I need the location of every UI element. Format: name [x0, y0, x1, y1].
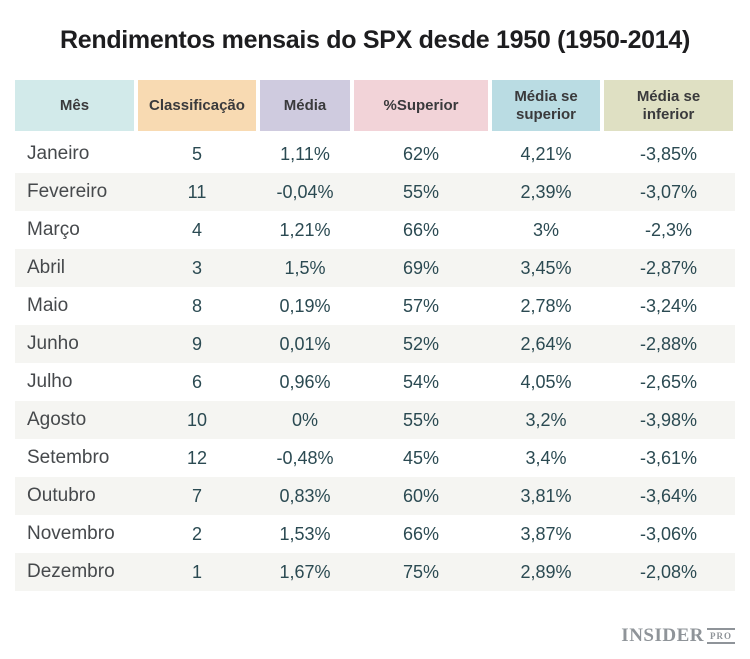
media-se-inferior-cell: -3,06% — [639, 523, 698, 544]
header-cell-media-se-inferior: Média se inferior — [604, 80, 733, 131]
media-cell: 1,53% — [279, 523, 331, 544]
media-se-inferior-cell: -3,64% — [639, 485, 698, 506]
table-row-julho: Julho 6 0,96% 54% 4,05% -2,65% — [15, 363, 735, 401]
media-se-superior-cell: 3% — [532, 219, 559, 240]
data-table: Mês Classificação Média %Superior Média … — [15, 80, 735, 591]
month-cell: Julho — [27, 371, 73, 392]
media-se-inferior-cell: -2,08% — [639, 561, 698, 582]
month-cell: Dezembro — [27, 561, 115, 582]
media-se-superior-cell: 2,39% — [520, 181, 572, 202]
header-cell-media: Média — [260, 80, 350, 131]
rank-cell: 5 — [191, 143, 202, 164]
pct-superior-cell: 66% — [402, 219, 440, 240]
rank-cell: 7 — [191, 485, 202, 506]
media-se-inferior-cell: -3,98% — [639, 409, 698, 430]
month-cell: Janeiro — [27, 143, 90, 164]
table-row-outubro: Outubro 7 0,83% 60% 3,81% -3,64% — [15, 477, 735, 515]
pct-superior-cell: 55% — [402, 181, 440, 202]
media-se-superior-cell: 3,4% — [525, 447, 567, 468]
pct-superior-cell: 60% — [402, 485, 440, 506]
table-header-row: Mês Classificação Média %Superior Média … — [15, 80, 735, 131]
month-cell: Junho — [27, 333, 79, 354]
table-row-junho: Junho 9 0,01% 52% 2,64% -2,88% — [15, 325, 735, 363]
header-cell-pct-superior: %Superior — [354, 80, 488, 131]
pct-superior-cell: 75% — [402, 561, 440, 582]
table-body: Janeiro 5 1,11% 62% 4,21% -3,85% Feverei… — [15, 135, 735, 591]
media-se-inferior-cell: -3,61% — [639, 447, 698, 468]
media-se-superior-cell: 2,64% — [520, 333, 572, 354]
table-row-novembro: Novembro 2 1,53% 66% 3,87% -3,06% — [15, 515, 735, 553]
media-cell: 1,11% — [280, 143, 330, 164]
media-cell: 1,5% — [284, 257, 326, 278]
media-cell: -0,04% — [276, 181, 334, 202]
header-cell-classificacao: Classificação — [138, 80, 256, 131]
media-se-inferior-cell: -2,65% — [639, 371, 698, 392]
month-cell: Agosto — [27, 409, 87, 430]
pct-superior-cell: 69% — [402, 257, 440, 278]
month-cell: Fevereiro — [27, 181, 108, 202]
rank-cell: 3 — [191, 257, 202, 278]
rank-cell: 11 — [187, 181, 207, 202]
brand-logo: INSIDER PRO — [621, 625, 735, 647]
rank-cell: 12 — [186, 447, 208, 468]
pct-superior-cell: 57% — [402, 295, 440, 316]
media-cell: 1,21% — [279, 219, 331, 240]
table-row-setembro: Setembro 12 -0,48% 45% 3,4% -3,61% — [15, 439, 735, 477]
table-row-abril: Abril 3 1,5% 69% 3,45% -2,87% — [15, 249, 735, 287]
month-cell: Maio — [27, 295, 69, 316]
rank-cell: 8 — [191, 295, 202, 316]
media-se-superior-cell: 3,81% — [520, 485, 572, 506]
media-se-inferior-cell: -3,24% — [639, 295, 698, 316]
table-row-agosto: Agosto 10 0% 55% 3,2% -3,98% — [15, 401, 735, 439]
media-se-superior-cell: 3,87% — [520, 523, 572, 544]
rank-cell: 2 — [191, 523, 202, 544]
media-cell: 0,01% — [279, 333, 331, 354]
media-cell: 0,83% — [279, 485, 331, 506]
table-row-maio: Maio 8 0,19% 57% 2,78% -3,24% — [15, 287, 735, 325]
media-cell: 0% — [291, 409, 318, 430]
pct-superior-cell: 54% — [402, 371, 440, 392]
media-se-superior-cell: 4,05% — [520, 371, 572, 392]
pct-superior-cell: 52% — [402, 333, 440, 354]
month-cell: Março — [27, 219, 80, 240]
media-se-inferior-cell: -3,07% — [639, 181, 698, 202]
pct-superior-cell: 62% — [402, 143, 440, 164]
media-cell: 0,96% — [279, 371, 331, 392]
media-se-inferior-cell: -3,85% — [639, 143, 698, 164]
table-row-fevereiro: Fevereiro 11 -0,04% 55% 2,39% -3,07% — [15, 173, 735, 211]
media-se-superior-cell: 3,45% — [520, 257, 572, 278]
month-cell: Outubro — [27, 485, 96, 506]
rank-cell: 10 — [186, 409, 208, 430]
media-se-superior-cell: 4,21% — [520, 143, 572, 164]
media-se-inferior-cell: -2,3% — [644, 219, 693, 240]
media-cell: 0,19% — [279, 295, 331, 316]
table-row-janeiro: Janeiro 5 1,11% 62% 4,21% -3,85% — [15, 135, 735, 173]
month-cell: Setembro — [27, 447, 110, 468]
month-cell: Abril — [27, 257, 66, 278]
rank-cell: 9 — [191, 333, 202, 354]
media-cell: -0,48% — [276, 447, 334, 468]
table-row-marco: Março 4 1,21% 66% 3% -2,3% — [15, 211, 735, 249]
pct-superior-cell: 66% — [402, 523, 440, 544]
table-row-dezembro: Dezembro 1 1,67% 75% 2,89% -2,08% — [15, 553, 735, 591]
header-cell-media-se-superior: Média se superior — [492, 80, 600, 131]
media-cell: 1,67% — [279, 561, 331, 582]
media-se-superior-cell: 3,2% — [525, 409, 567, 430]
pct-superior-cell: 55% — [402, 409, 440, 430]
pct-superior-cell: 45% — [402, 447, 440, 468]
brand-logo-text: INSIDER — [621, 625, 704, 646]
media-se-superior-cell: 2,78% — [520, 295, 572, 316]
page-title: Rendimentos mensais do SPX desde 1950 (1… — [59, 26, 691, 54]
rank-cell: 6 — [191, 371, 202, 392]
media-se-inferior-cell: -2,87% — [639, 257, 698, 278]
header-cell-mes: Mês — [15, 80, 134, 131]
rank-cell: 4 — [191, 219, 202, 240]
media-se-superior-cell: 2,89% — [520, 561, 572, 582]
brand-logo-suffix: PRO — [707, 628, 735, 644]
media-se-inferior-cell: -2,88% — [639, 333, 698, 354]
rank-cell: 1 — [191, 561, 202, 582]
month-cell: Novembro — [27, 523, 115, 544]
